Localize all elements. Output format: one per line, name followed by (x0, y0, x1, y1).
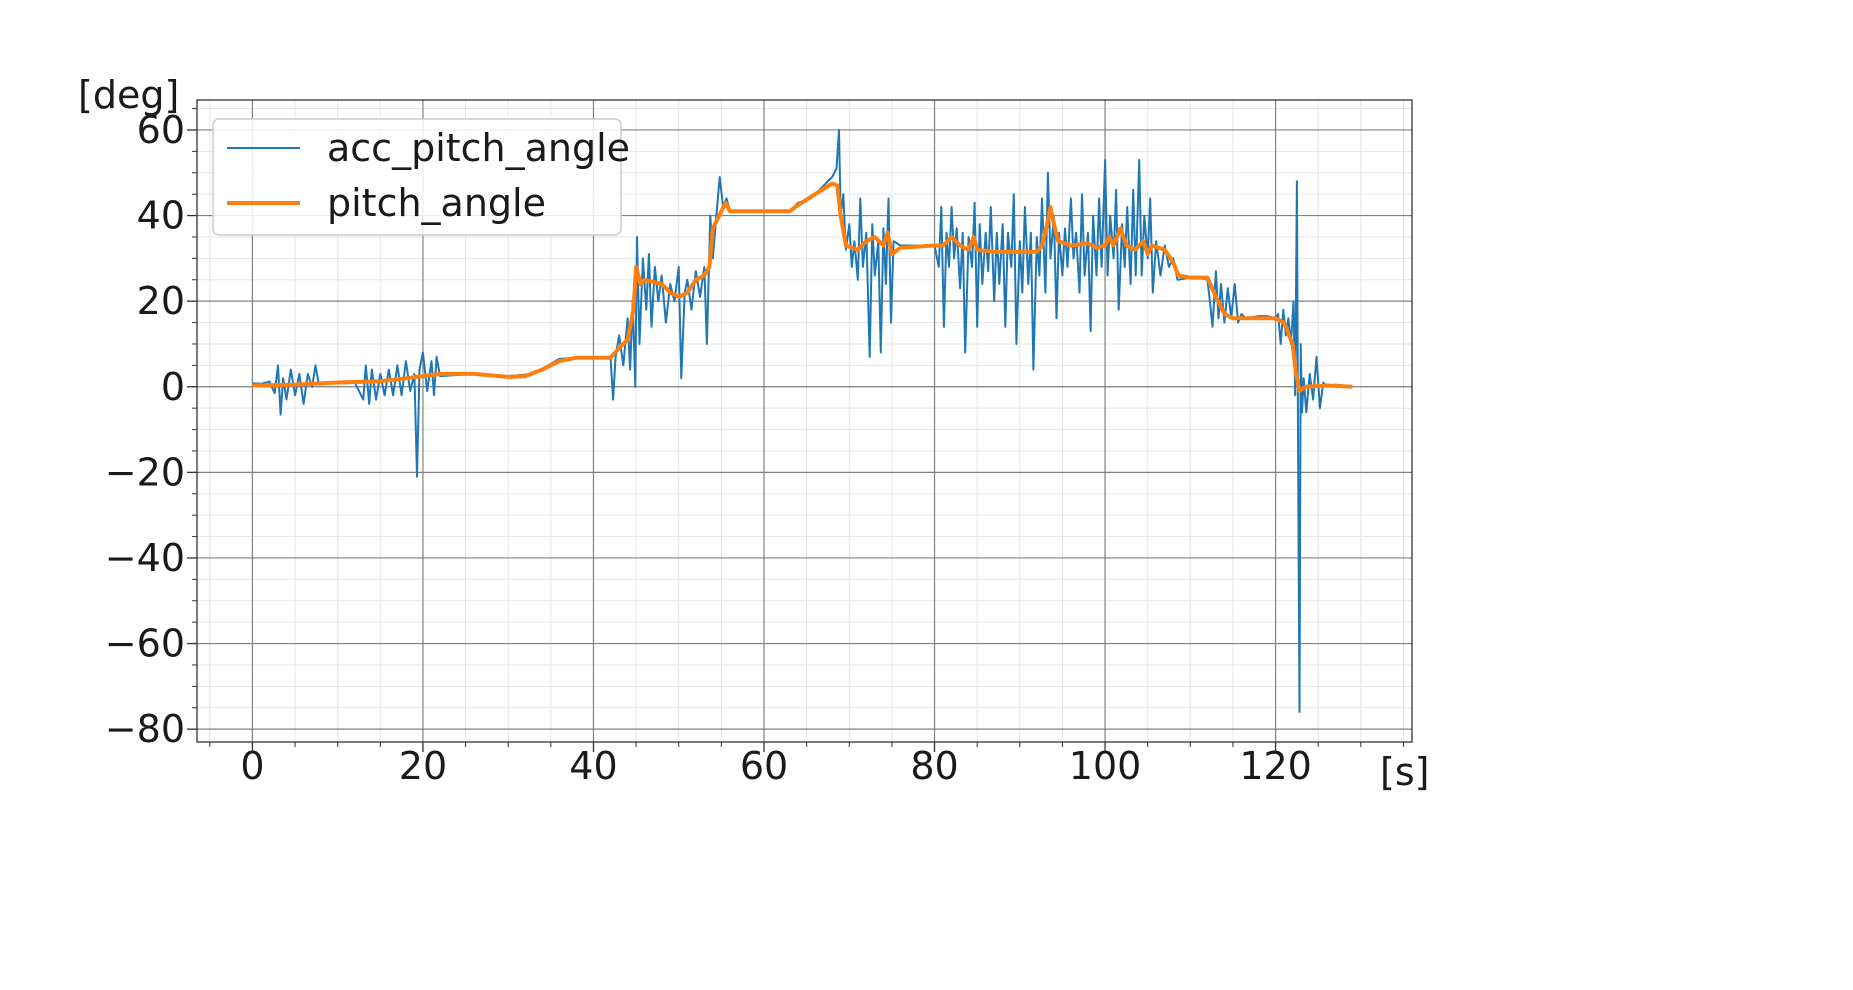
y-tick-label: 40 (137, 194, 185, 238)
axis-ticks (187, 108, 1404, 752)
y-tick-label: −40 (105, 536, 185, 580)
x-tick-label: 120 (1239, 744, 1312, 788)
y-tick-label: −60 (105, 622, 185, 666)
legend-label-pitch-angle: pitch_angle (327, 181, 546, 225)
plot-lines (252, 129, 1353, 713)
legend-box (212, 118, 622, 236)
legend-label-acc-pitch-angle: acc_pitch_angle (327, 126, 630, 170)
x-tick-label: 0 (240, 744, 264, 788)
y-tick-label: 60 (137, 108, 185, 152)
tick-labels: 0 20 40 60 80 100 120 −80 −60 −40 −20 0 20 40 60 (105, 108, 1312, 788)
y-tick-label: 0 (161, 365, 185, 409)
x-tick-label: 20 (399, 744, 447, 788)
y-tick-label: −20 (105, 450, 185, 494)
y-tick-label: 20 (137, 279, 185, 323)
x-tick-label: 80 (910, 744, 958, 788)
legend: acc_pitch_angle pitch_angle (212, 118, 630, 236)
x-tick-label: 60 (740, 744, 788, 788)
y-tick-label: −80 (105, 707, 185, 751)
plot-frame (196, 99, 1413, 743)
series-line-pitch-angle (252, 181, 1353, 393)
y-axis-label: [deg] (78, 73, 179, 117)
x-tick-label: 100 (1069, 744, 1142, 788)
x-tick-label: 40 (569, 744, 617, 788)
x-axis-label: [s] (1380, 750, 1429, 794)
